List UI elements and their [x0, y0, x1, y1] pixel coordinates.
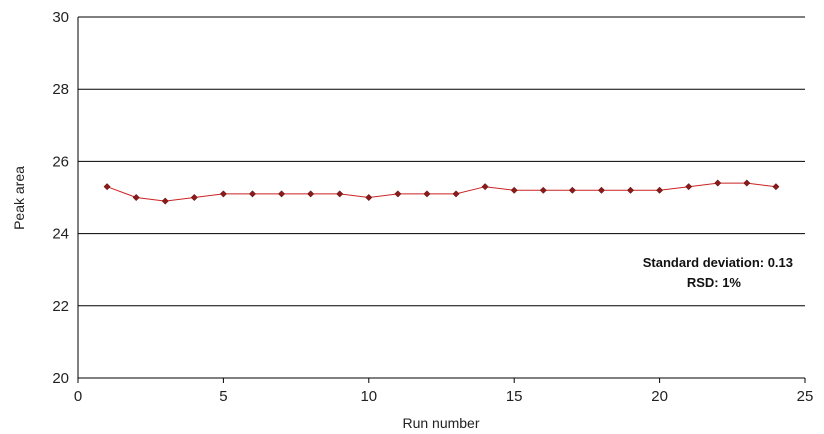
y-tick-label: 20	[52, 370, 69, 387]
data-point	[161, 197, 169, 205]
data-point	[539, 186, 547, 194]
x-tick-label: 0	[74, 388, 82, 405]
data-point	[626, 186, 635, 194]
std-deviation-annotation: Standard deviation: 0.13	[643, 255, 793, 270]
y-tick-labels: 20 22 24 26 28 30	[52, 9, 69, 387]
series-line	[106, 182, 776, 202]
y-tick-label: 28	[52, 81, 69, 98]
data-point	[743, 179, 751, 187]
data-point	[132, 193, 140, 202]
series-group	[103, 179, 780, 205]
data-point	[248, 190, 257, 198]
y-tick-label: 22	[52, 298, 69, 315]
x-tick-label: 25	[797, 388, 814, 405]
data-point	[190, 193, 198, 202]
y-tick-label: 24	[52, 226, 69, 243]
axes	[77, 17, 806, 383]
y-axis-label: Peak area	[11, 166, 27, 230]
data-point	[656, 186, 664, 194]
data-point	[394, 190, 402, 198]
grid-lines	[78, 16, 805, 379]
data-point	[423, 190, 431, 198]
data-point	[685, 183, 693, 191]
x-tick-label: 10	[360, 388, 377, 405]
x-tick-label: 20	[651, 388, 668, 405]
data-point	[336, 190, 344, 198]
y-tick-label: 30	[52, 9, 69, 26]
data-point	[714, 179, 722, 187]
y-tick-label: 26	[52, 153, 69, 170]
data-point	[510, 186, 518, 194]
data-point	[772, 183, 780, 191]
x-tick-label: 15	[506, 388, 523, 405]
data-point	[307, 190, 315, 198]
data-point	[365, 193, 373, 202]
data-point	[597, 186, 605, 194]
x-tick-label: 5	[219, 388, 227, 405]
x-axis-label: Run number	[402, 415, 479, 431]
data-point	[481, 183, 489, 191]
data-point	[568, 186, 576, 194]
rsd-annotation: RSD: 1%	[687, 275, 742, 290]
data-point	[278, 190, 286, 198]
data-point	[103, 183, 111, 191]
data-point	[452, 190, 460, 198]
data-point	[219, 190, 227, 198]
x-tick-labels: 0 5 10 15 20 25	[74, 388, 814, 405]
